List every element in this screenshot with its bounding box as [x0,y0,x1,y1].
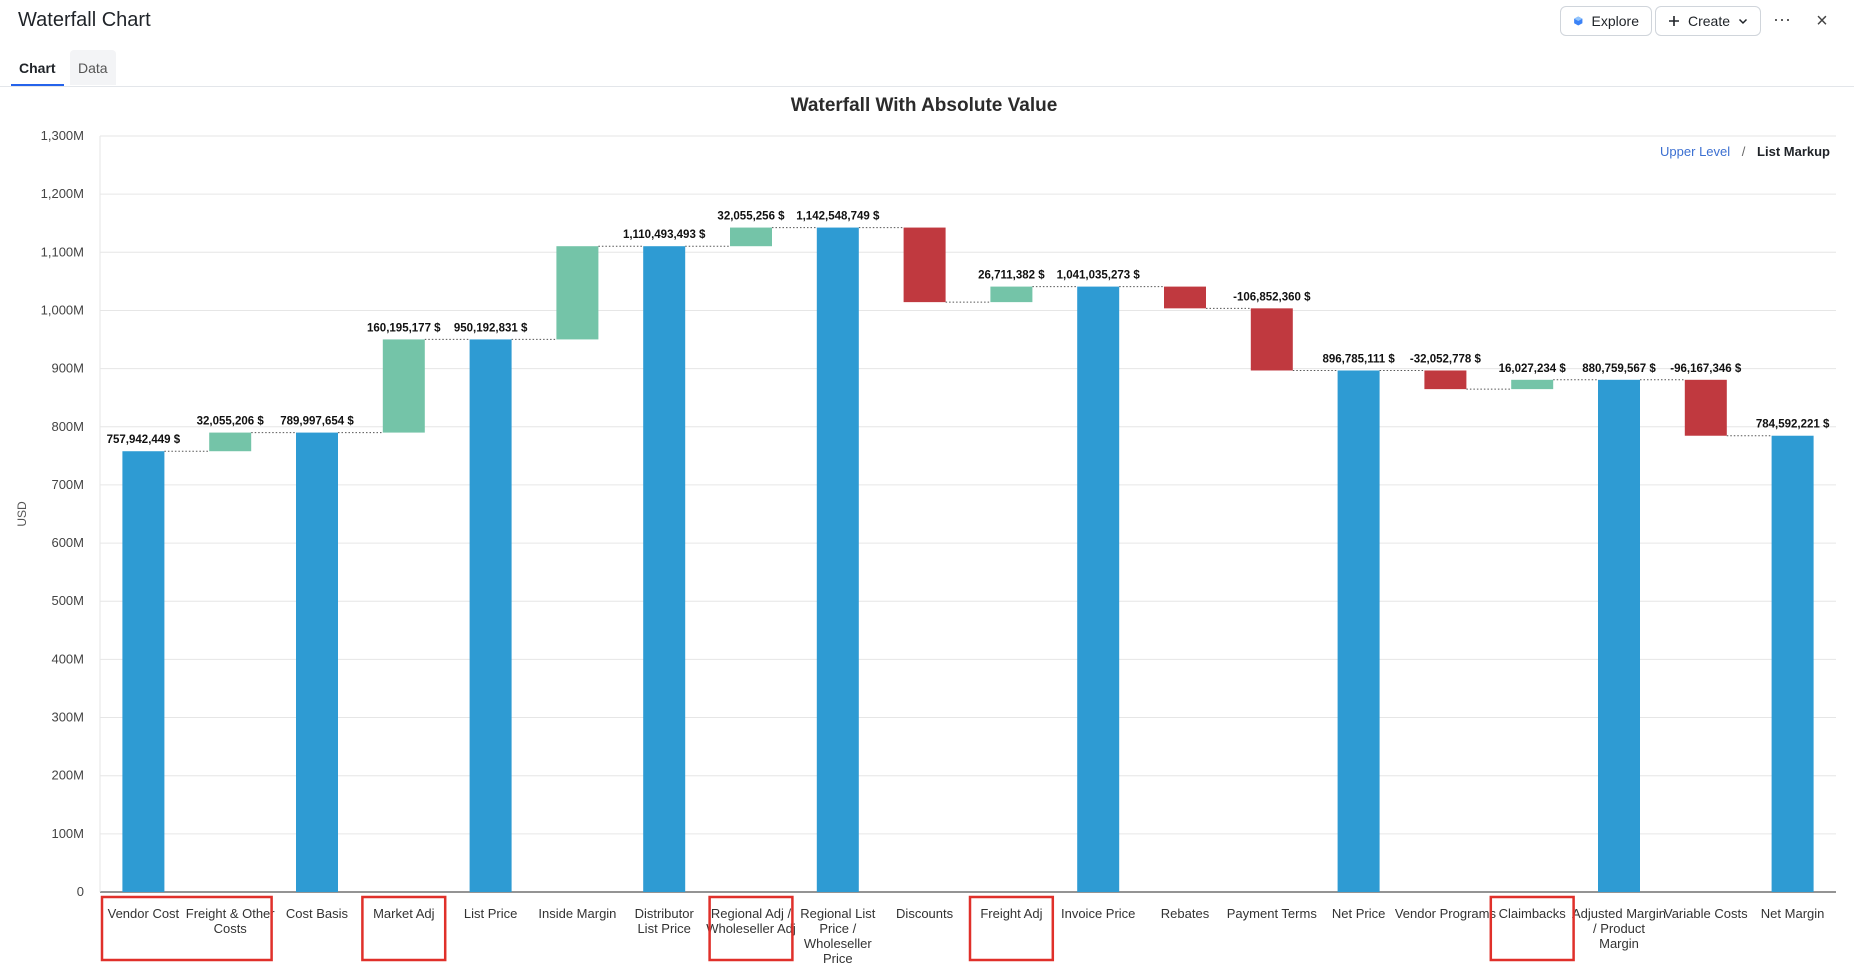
y-tick-label: 300M [51,710,84,725]
data-label: 16,027,234 $ [1499,363,1567,375]
total-bar[interactable] [1337,370,1380,892]
total-bar[interactable] [469,339,512,892]
total-bar[interactable] [122,451,165,892]
data-label: -106,852,360 $ [1233,291,1311,303]
x-tick-label: List Price [464,906,517,921]
data-label: 1,041,035,273 $ [1057,270,1141,282]
data-label: -32,052,778 $ [1410,353,1482,365]
y-tick-label: 1,100M [41,244,84,259]
increase-bar[interactable] [990,286,1033,303]
x-tick-label: Cost Basis [286,906,349,921]
x-tick-label: Vendor Cost [108,906,180,921]
increase-bar[interactable] [382,339,425,433]
y-tick-label: 900M [51,361,84,376]
create-button[interactable]: Create [1655,6,1761,36]
data-label: 160,195,177 $ [367,322,441,334]
explore-icon [1574,16,1583,26]
total-bar[interactable] [816,227,859,892]
highlight-box [100,895,273,962]
y-tick-label: 100M [51,826,84,841]
total-bar[interactable] [296,432,338,892]
chart-title: Waterfall With Absolute Value [791,95,1058,116]
x-tick-label: Freight Adj [980,906,1042,921]
increase-bar[interactable] [730,227,772,247]
x-tick-label: Claimbacks [1499,906,1567,921]
data-label: 32,055,256 $ [717,211,785,223]
data-label: 896,785,111 $ [1322,353,1395,365]
highlight-box [968,895,1055,962]
data-label: 950,192,831 $ [454,322,528,334]
create-label: Create [1687,13,1731,29]
x-tick-label: Distributor List Price [635,906,695,936]
plus-icon [1668,16,1679,26]
data-label: -96,167,346 $ [1670,363,1742,375]
x-tick-label: Net Margin [1761,906,1825,921]
decrease-bar[interactable] [1250,308,1293,371]
data-label: 880,759,567 $ [1582,363,1656,375]
y-tick-label: 500M [51,593,84,608]
header: Waterfall Chart Explore Create ··· × [0,0,1854,44]
x-tick-label: Market Adj [373,906,435,921]
x-tick-label: Rebates [1161,906,1210,921]
y-tick-label: 800M [51,419,84,434]
x-tick-label: Discounts [896,906,954,921]
highlight-box [1489,895,1575,962]
increase-bar[interactable] [1511,379,1554,390]
data-label: 1,110,493,493 $ [623,229,706,241]
y-tick-label: 1,000M [41,302,84,317]
breadcrumb-current: List Markup [1757,144,1830,159]
more-options-icon[interactable]: ··· [1773,9,1791,29]
y-tick-label: 200M [51,768,84,783]
increase-bar[interactable] [209,432,252,452]
y-tick-label: 400M [51,651,84,666]
x-tick-label: Vendor Programs [1395,906,1497,921]
highlight-box [708,895,794,962]
breadcrumb-upper-level[interactable]: Upper Level [1660,144,1731,159]
total-bar[interactable] [1598,379,1640,892]
tab-bar: Chart Data [0,50,1854,87]
decrease-bar[interactable] [1424,370,1467,390]
explore-label: Explore [1591,13,1639,29]
y-tick-label: 0 [77,884,84,899]
breadcrumb: Upper Level / List Markup [1660,144,1830,159]
breadcrumb-separator: / [1741,144,1746,159]
data-label: 1,142,548,749 $ [796,211,880,223]
data-label: 26,711,382 $ [978,270,1045,282]
y-tick-label: 1,300M [41,128,84,143]
decrease-bar[interactable] [903,227,946,303]
total-bar[interactable] [1771,435,1814,892]
x-tick-label: Adjusted Margin / Product Margin [1572,906,1666,951]
y-tick-label: 600M [51,535,84,550]
tab-chart[interactable]: Chart [11,50,64,86]
x-tick-label: Freight & Other Costs [186,906,276,936]
x-tick-label: Regional List Price / Wholeseller Price [800,906,876,966]
y-tick-label: 1,200M [41,186,84,201]
highlight-box [361,895,447,962]
x-tick-label: Variable Costs [1664,906,1748,921]
tab-data[interactable]: Data [70,50,116,85]
total-bar[interactable] [643,246,686,892]
x-tick-label: Net Price [1332,906,1385,921]
data-label: 32,055,206 $ [197,416,265,428]
x-tick-label: Invoice Price [1061,906,1135,921]
decrease-bar[interactable] [1684,379,1727,436]
y-axis-label: USD [15,501,29,527]
data-label: 784,592,221 $ [1756,419,1830,431]
page-title: Waterfall Chart [18,9,151,31]
close-icon[interactable]: × [1816,10,1828,32]
data-label: 789,997,654 $ [280,416,354,428]
increase-bar[interactable] [556,246,599,340]
x-tick-label: Payment Terms [1227,906,1318,921]
explore-button[interactable]: Explore [1560,6,1652,36]
x-tick-label: Inside Margin [538,906,616,921]
chevron-down-icon [1738,18,1748,25]
decrease-bar[interactable] [1164,286,1206,309]
y-tick-label: 700M [51,477,84,492]
data-label: 757,942,449 $ [107,434,181,446]
x-tick-label: Regional Adj / Wholeseller Adj [706,906,796,936]
total-bar[interactable] [1077,286,1120,892]
